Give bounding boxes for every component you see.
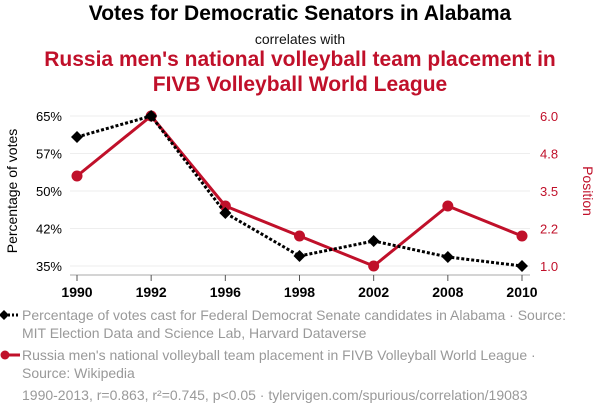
volleyball-point <box>368 260 380 272</box>
x-tick-label: 1998 <box>284 284 315 300</box>
legend-text-votes: Percentage of votes cast for Federal Dem… <box>22 307 566 341</box>
votes-point <box>441 251 454 263</box>
right-tick-label: 6.0 <box>540 109 558 124</box>
series-layer <box>71 110 528 272</box>
x-tick-label: 2002 <box>358 284 389 300</box>
x-tick-label: 2008 <box>432 284 463 300</box>
right-tick-label: 4.8 <box>540 147 558 162</box>
left-tick-label: 57% <box>36 147 62 162</box>
votes-point <box>219 207 232 219</box>
chart-canvas: 65% 57% 50% 42% 35% 6.0 4.8 3.5 2.2 1.0 1990 1992 19… <box>4 109 596 300</box>
legend-item-votes: Percentage of votes cast for Federal Dem… <box>0 306 582 342</box>
votes-point <box>71 131 83 143</box>
votes-point <box>367 235 380 247</box>
votes-point <box>516 260 528 272</box>
legend-dotted-diamond-icon <box>0 310 20 320</box>
gridlines <box>70 115 530 267</box>
right-tick-label: 2.2 <box>540 222 558 237</box>
right-tick-label: 1.0 <box>540 259 558 274</box>
chart-subtitle: Russia men's national volleyball team pl… <box>44 48 556 96</box>
left-axis-label: Percentage of votes <box>4 129 20 254</box>
volleyball-point <box>219 200 231 212</box>
x-tick-label: 2010 <box>506 284 537 300</box>
right-tick-label: 3.5 <box>540 184 558 199</box>
left-tick-label: 42% <box>36 222 62 237</box>
chart-connector: correlates with <box>254 31 346 47</box>
right-axis-label: Position <box>580 166 596 216</box>
volleyball-point <box>516 230 528 242</box>
x-tick-label: 1990 <box>61 284 92 300</box>
volleyball-point <box>71 170 83 182</box>
votes-point <box>145 110 158 122</box>
legend-item-volleyball: Russia men's national volleyball team pl… <box>0 346 582 382</box>
votes-point <box>293 250 306 262</box>
volleyball-point <box>294 230 305 242</box>
footer-stats: 1990-2013, r=0.863, r²=0.745, p<0.05 · t… <box>22 387 528 403</box>
legend-text-volleyball: Russia men's national volleyball team pl… <box>22 347 536 381</box>
axes: 65% 57% 50% 42% 35% 6.0 4.8 3.5 2.2 1.0 1990 1992 19… <box>36 109 558 300</box>
chart-title: Votes for Democratic Senators in Alabama <box>88 2 512 25</box>
x-tick-label: 1992 <box>136 284 167 300</box>
legend-line-circle-icon <box>0 350 20 360</box>
left-tick-label: 50% <box>36 184 62 199</box>
x-tick-label: 1996 <box>210 284 241 300</box>
left-tick-label: 35% <box>36 259 62 274</box>
volleyball-point <box>442 200 454 212</box>
left-tick-label: 65% <box>36 109 62 124</box>
